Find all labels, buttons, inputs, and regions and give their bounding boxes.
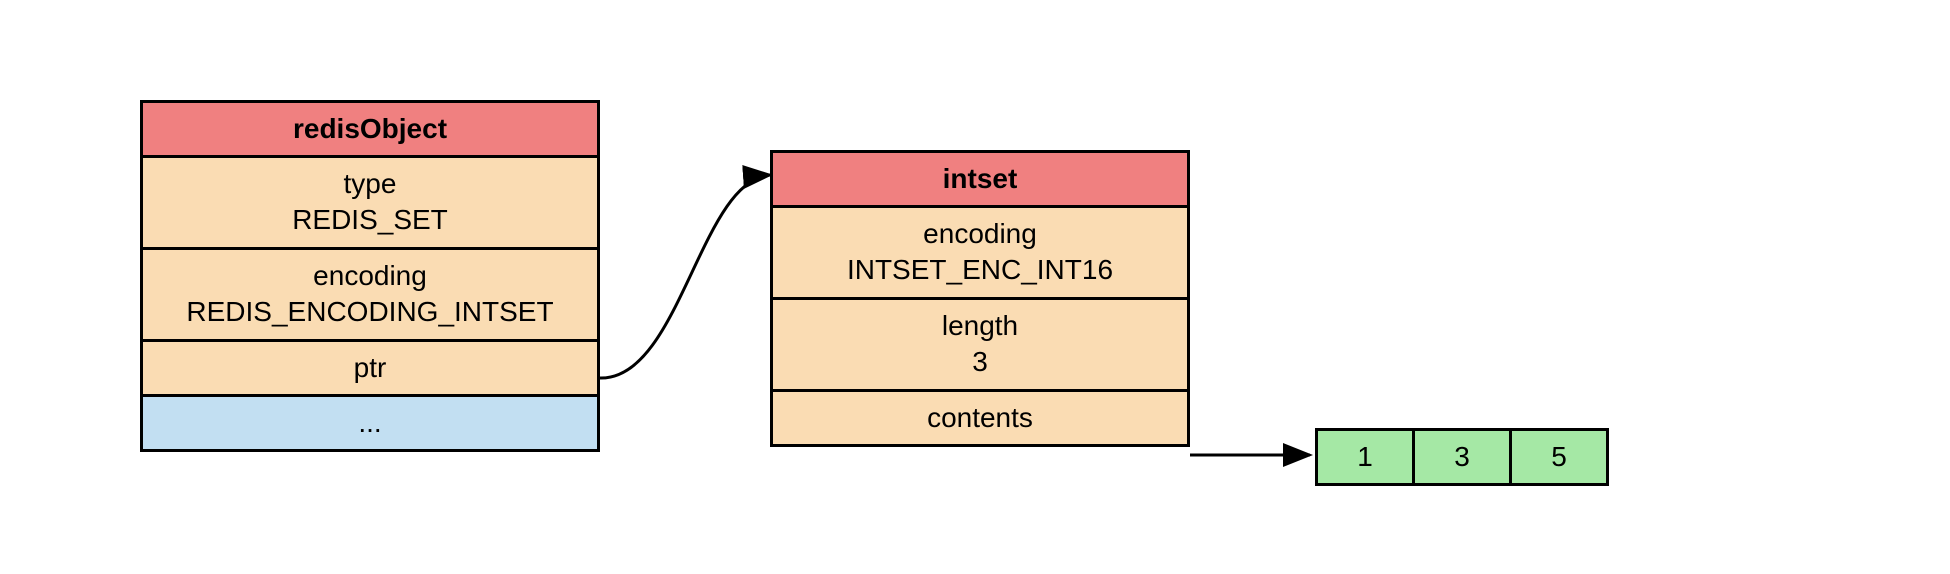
- struct-redisObject: redisObjecttypeREDIS_SETencodingREDIS_EN…: [140, 100, 600, 452]
- row-label: encoding: [163, 258, 577, 294]
- row-label: encoding: [793, 216, 1167, 252]
- struct-row: typeREDIS_SET: [143, 158, 597, 250]
- struct-row: encodingINTSET_ENC_INT16: [773, 208, 1187, 300]
- struct-row: encodingREDIS_ENCODING_INTSET: [143, 250, 597, 342]
- row-label: type: [163, 166, 577, 202]
- row-label: ...: [163, 405, 577, 441]
- row-label: ptr: [163, 350, 577, 386]
- struct-intset: intsetencodingINTSET_ENC_INT16length3con…: [770, 150, 1190, 447]
- struct-header: redisObject: [143, 103, 597, 158]
- row-value: 3: [793, 344, 1167, 380]
- array-cell: 3: [1412, 428, 1512, 486]
- contents-array: 135: [1315, 428, 1609, 486]
- struct-row: ...: [143, 397, 597, 449]
- struct-header: intset: [773, 153, 1187, 208]
- arrow: [600, 175, 770, 378]
- struct-row: contents: [773, 392, 1187, 444]
- struct-row: ptr: [143, 342, 597, 397]
- row-value: REDIS_ENCODING_INTSET: [163, 294, 577, 330]
- row-value: REDIS_SET: [163, 202, 577, 238]
- array-cell: 1: [1315, 428, 1415, 486]
- row-label: length: [793, 308, 1167, 344]
- array-cell: 5: [1509, 428, 1609, 486]
- row-value: INTSET_ENC_INT16: [793, 252, 1167, 288]
- struct-row: length3: [773, 300, 1187, 392]
- row-label: contents: [793, 400, 1167, 436]
